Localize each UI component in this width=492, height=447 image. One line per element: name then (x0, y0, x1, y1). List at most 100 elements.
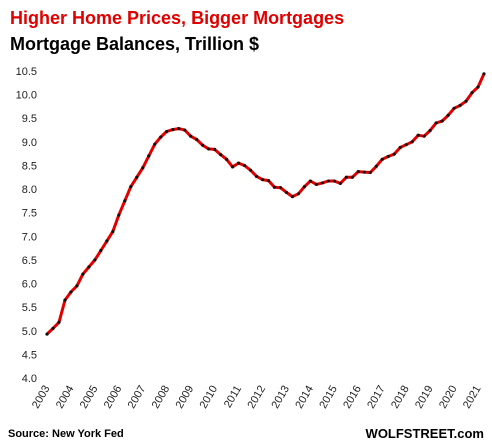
chart-title: Higher Home Prices, Bigger Mortgages (10, 8, 344, 28)
data-line (45, 73, 486, 336)
x-tick-label: 2014 (293, 384, 316, 411)
data-point (482, 72, 486, 76)
data-point (165, 129, 169, 134)
watermark: WOLFSTREET.com (366, 426, 484, 441)
data-point (350, 175, 354, 179)
data-point (75, 284, 79, 288)
data-point (476, 85, 480, 89)
x-tick-label: 2009 (174, 384, 197, 411)
data-point (356, 170, 360, 174)
x-tick-label: 2013 (269, 384, 292, 411)
data-point (213, 147, 217, 152)
data-point (284, 190, 289, 194)
y-tick-label: 10.0 (16, 90, 37, 102)
x-tick-label: 2017 (365, 384, 388, 411)
y-tick-label: 4.5 (22, 349, 37, 361)
data-point (171, 127, 175, 132)
y-tick-label: 5.5 (22, 302, 37, 314)
data-point (404, 143, 408, 147)
data-point (183, 128, 187, 132)
data-point (63, 298, 67, 302)
data-point (224, 157, 229, 161)
chart-subtitle: Mortgage Balances, Trillion $ (10, 34, 259, 54)
data-point (320, 181, 324, 185)
data-point (332, 179, 336, 183)
data-point (87, 265, 91, 269)
data-point (189, 134, 193, 138)
data-point (99, 248, 103, 253)
data-point (93, 258, 97, 262)
data-point (308, 179, 312, 183)
data-point (368, 170, 372, 175)
data-point (69, 290, 73, 294)
y-tick-label: 4.0 (22, 373, 37, 385)
data-point (230, 165, 235, 169)
x-tick-label: 2008 (150, 384, 173, 411)
data-point (105, 239, 109, 243)
data-point (147, 154, 151, 158)
data-point (446, 113, 450, 117)
data-point (458, 103, 462, 108)
y-tick-label: 5.0 (22, 326, 37, 338)
x-tick-label: 2020 (437, 384, 460, 411)
data-point (422, 134, 426, 138)
data-point (117, 213, 121, 217)
data-point (129, 185, 133, 189)
data-point (434, 121, 438, 125)
data-point (410, 140, 414, 144)
y-tick-label: 8.5 (22, 160, 37, 172)
data-point (314, 182, 318, 186)
y-tick-label: 7.0 (22, 231, 37, 243)
x-tick-label: 2015 (317, 384, 340, 411)
x-tick-label: 2016 (341, 384, 364, 411)
data-point (386, 154, 390, 159)
y-tick-label: 6.0 (22, 279, 37, 291)
x-tick-label: 2003 (30, 384, 53, 411)
data-point (141, 166, 145, 170)
data-point (398, 145, 402, 150)
data-point (201, 143, 205, 147)
data-point (266, 178, 271, 183)
data-point (153, 142, 157, 146)
source: Source: New York Fed (8, 428, 124, 440)
y-tick-label: 8.0 (22, 184, 37, 196)
data-point (470, 91, 474, 95)
data-point (177, 127, 181, 131)
data-point (326, 179, 330, 183)
data-point (278, 186, 283, 190)
x-tick-label: 2010 (198, 384, 221, 411)
data-point (81, 272, 85, 276)
data-point (242, 163, 247, 168)
x-tick-label: 2005 (78, 384, 101, 411)
data-point (362, 170, 366, 174)
data-point (338, 181, 342, 186)
data-point (51, 326, 55, 331)
data-point (416, 133, 420, 137)
data-point (135, 175, 139, 179)
y-tick-label: 10.5 (16, 66, 37, 78)
data-point (260, 178, 265, 182)
x-tick-label: 2007 (126, 384, 149, 411)
data-point (248, 168, 253, 172)
data-point (45, 332, 49, 336)
data-point (380, 157, 384, 161)
x-tick-label: 2012 (245, 384, 268, 411)
data-point (159, 135, 163, 139)
data-point (428, 128, 432, 133)
x-tick-label: 2018 (389, 384, 412, 411)
x-tick-label: 2011 (222, 384, 244, 410)
y-tick-label: 9.5 (22, 113, 37, 125)
y-tick-label: 6.5 (22, 255, 37, 267)
x-tick-label: 2021 (461, 384, 484, 411)
data-point (195, 137, 199, 142)
y-tick-label: 7.5 (22, 208, 37, 220)
data-point (207, 147, 211, 151)
data-point (296, 192, 301, 196)
data-point (57, 320, 61, 324)
data-point (392, 152, 396, 156)
data-point (111, 229, 115, 234)
x-tick-label: 2006 (102, 384, 125, 411)
data-point (236, 161, 241, 165)
data-point (219, 152, 223, 157)
data-point (440, 119, 444, 123)
